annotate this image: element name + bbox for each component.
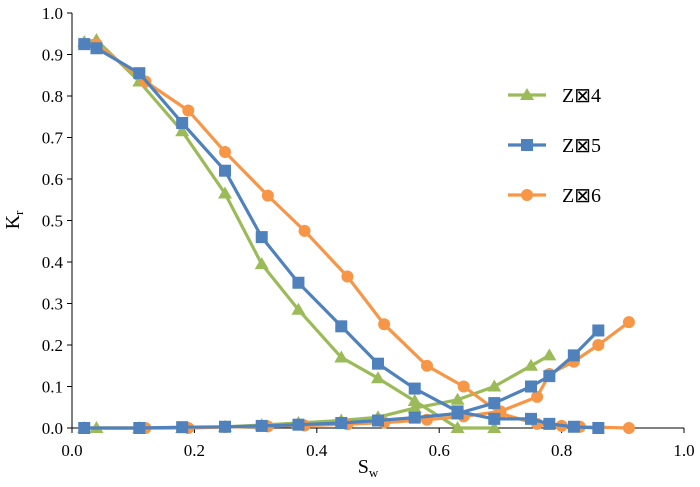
legend-marker bbox=[520, 88, 534, 100]
data-point bbox=[291, 302, 306, 315]
data-point bbox=[372, 414, 384, 427]
data-point bbox=[254, 257, 269, 270]
data-point bbox=[487, 379, 502, 392]
x-tick-label: 0.2 bbox=[184, 441, 205, 460]
data-point bbox=[219, 146, 231, 159]
y-tick-label: 0.8 bbox=[42, 87, 63, 106]
data-point bbox=[622, 316, 635, 329]
data-point bbox=[78, 38, 91, 51]
data-point bbox=[335, 417, 348, 430]
y-tick-label: 0.1 bbox=[42, 378, 63, 397]
y-tick-label: 0.6 bbox=[42, 170, 63, 189]
data-point bbox=[261, 189, 274, 202]
legend-entry: Z⊠5 bbox=[508, 135, 601, 157]
x-tick-label: 0.4 bbox=[306, 441, 328, 460]
data-point bbox=[420, 359, 433, 372]
data-point bbox=[592, 324, 605, 337]
legend-label: Z⊠5 bbox=[562, 135, 601, 157]
y-tick-label: 0.4 bbox=[42, 253, 64, 272]
legend-marker bbox=[521, 189, 533, 201]
data-point bbox=[298, 224, 311, 237]
data-point bbox=[542, 348, 557, 361]
data-point bbox=[371, 371, 385, 384]
data-point bbox=[543, 417, 556, 430]
x-axis-title: Sw bbox=[358, 456, 379, 480]
data-point bbox=[255, 231, 268, 244]
y-tick-label: 0.0 bbox=[42, 419, 63, 438]
data-point bbox=[531, 390, 544, 403]
data-point bbox=[488, 412, 501, 425]
data-point bbox=[133, 67, 146, 80]
data-point bbox=[567, 420, 580, 433]
data-point bbox=[457, 380, 470, 393]
data-point bbox=[543, 370, 556, 383]
data-point bbox=[524, 358, 538, 371]
legend: Z⊠4 Z⊠5 Z⊠6 bbox=[508, 85, 601, 207]
y-tick-label: 0.3 bbox=[42, 295, 63, 314]
data-point bbox=[592, 339, 605, 351]
data-point bbox=[255, 419, 268, 432]
data-point bbox=[408, 382, 421, 395]
series-line bbox=[83, 42, 599, 430]
data-point bbox=[182, 104, 195, 117]
data-point bbox=[372, 357, 384, 370]
data-point bbox=[133, 422, 146, 434]
data-point bbox=[592, 422, 605, 434]
data-point bbox=[407, 394, 422, 407]
data-point bbox=[219, 164, 231, 177]
y-axis-title: Kr bbox=[2, 210, 26, 229]
x-tick-label: 0.0 bbox=[61, 441, 82, 460]
legend-entry: Z⊠4 bbox=[508, 85, 601, 107]
y-tick-label: 0.9 bbox=[42, 46, 63, 65]
data-point bbox=[525, 412, 537, 425]
data-point bbox=[176, 421, 189, 434]
data-point bbox=[622, 422, 635, 434]
data-point bbox=[292, 276, 305, 289]
data-point bbox=[525, 380, 537, 393]
data-point bbox=[450, 392, 465, 405]
data-point bbox=[78, 422, 91, 434]
data-point bbox=[335, 320, 348, 333]
tick-labels: 0.0 0.1 0.2 0.3 0.4 0.5 0.6 0.7 0.8 0.9 1.0 0.0 0.2 0… bbox=[42, 4, 695, 460]
axes bbox=[67, 12, 685, 433]
series-line bbox=[84, 329, 600, 430]
x-tick-label: 1.0 bbox=[673, 441, 694, 460]
data-point bbox=[175, 124, 190, 137]
data-point bbox=[567, 349, 580, 362]
data-point bbox=[341, 270, 354, 283]
y-tick-label: 0.2 bbox=[42, 336, 63, 355]
x-tick-label: 0.6 bbox=[429, 441, 450, 460]
data-point bbox=[488, 397, 501, 410]
data-point bbox=[487, 421, 502, 433]
data-point bbox=[334, 350, 349, 363]
data-point bbox=[176, 116, 189, 129]
data-point bbox=[450, 421, 465, 433]
data-point bbox=[292, 418, 305, 431]
data-point bbox=[408, 411, 421, 424]
y-tick-label: 0.5 bbox=[42, 212, 63, 231]
data-point bbox=[378, 318, 391, 331]
x-tick-label: 0.8 bbox=[551, 441, 572, 460]
legend-marker bbox=[521, 139, 533, 151]
y-tick-label: 0.7 bbox=[42, 129, 64, 148]
legend-label: Z⊠6 bbox=[562, 185, 601, 207]
data-point bbox=[451, 407, 464, 420]
data-point bbox=[219, 420, 231, 433]
data-point bbox=[218, 186, 232, 199]
legend-label: Z⊠4 bbox=[562, 85, 601, 107]
plot-area bbox=[77, 32, 635, 434]
data-point bbox=[407, 401, 422, 414]
legend-entry: Z⊠6 bbox=[508, 185, 601, 207]
series-square bbox=[78, 38, 605, 434]
y-tick-label: 1.0 bbox=[42, 4, 63, 23]
series-triangle bbox=[77, 32, 557, 433]
data-point bbox=[90, 42, 103, 55]
